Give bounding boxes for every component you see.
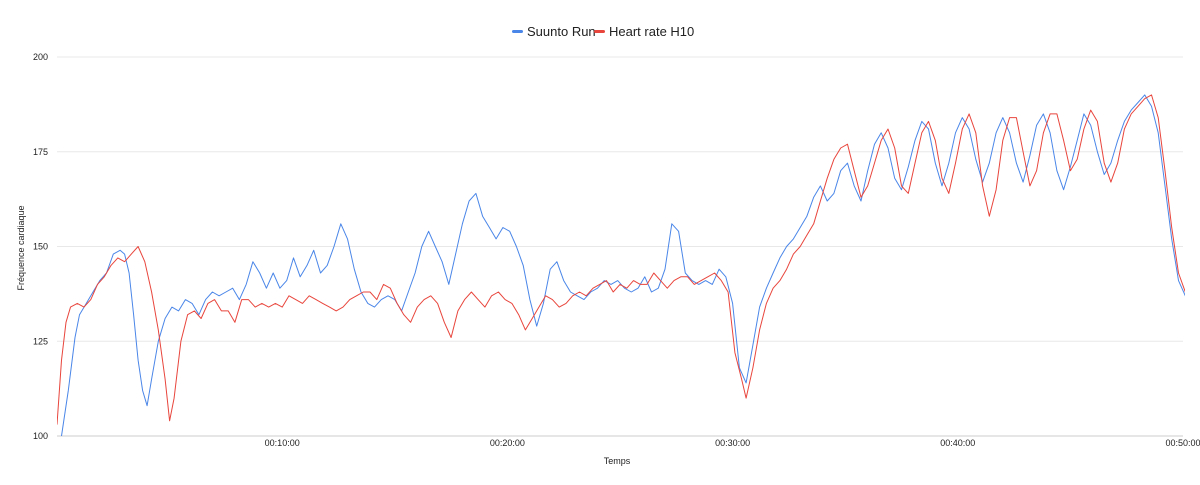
series-layer: [57, 94, 1185, 436]
x-tick-label: 00:10:00: [265, 438, 300, 448]
legend-swatch: [512, 30, 523, 33]
x-tick-label: 00:40:00: [940, 438, 975, 448]
legend-swatch: [594, 30, 605, 33]
y-tick-label: 125: [33, 336, 48, 346]
y-axis-title: Fréquence cardiaque: [16, 205, 26, 290]
series-line-heart-rate-h10: [57, 94, 1185, 425]
x-tick-label: 00:20:00: [490, 438, 525, 448]
y-tick-label: 175: [33, 147, 48, 157]
x-axis-title: Temps: [604, 456, 631, 466]
y-tick-label: 150: [33, 242, 48, 252]
grid-layer: [57, 56, 1183, 437]
y-tick-label: 200: [33, 52, 48, 62]
legend-label: Heart rate H10: [609, 24, 694, 39]
y-tick-label: 100: [33, 431, 48, 441]
legend[interactable]: Suunto Run Heart rate H10: [512, 24, 694, 39]
legend-item-heart-rate-h10[interactable]: Heart rate H10: [594, 24, 694, 39]
legend-label: Suunto Run: [527, 24, 596, 39]
series-line-suunto-run: [61, 94, 1185, 436]
x-tick-label: 00:50:00: [1165, 438, 1200, 448]
legend-item-suunto-run[interactable]: Suunto Run: [512, 24, 596, 39]
x-tick-label: 00:30:00: [715, 438, 750, 448]
tick-layer: 100 125 150 175 200 00:10:00 00:20:00 00:30:00 0…: [33, 52, 1200, 448]
